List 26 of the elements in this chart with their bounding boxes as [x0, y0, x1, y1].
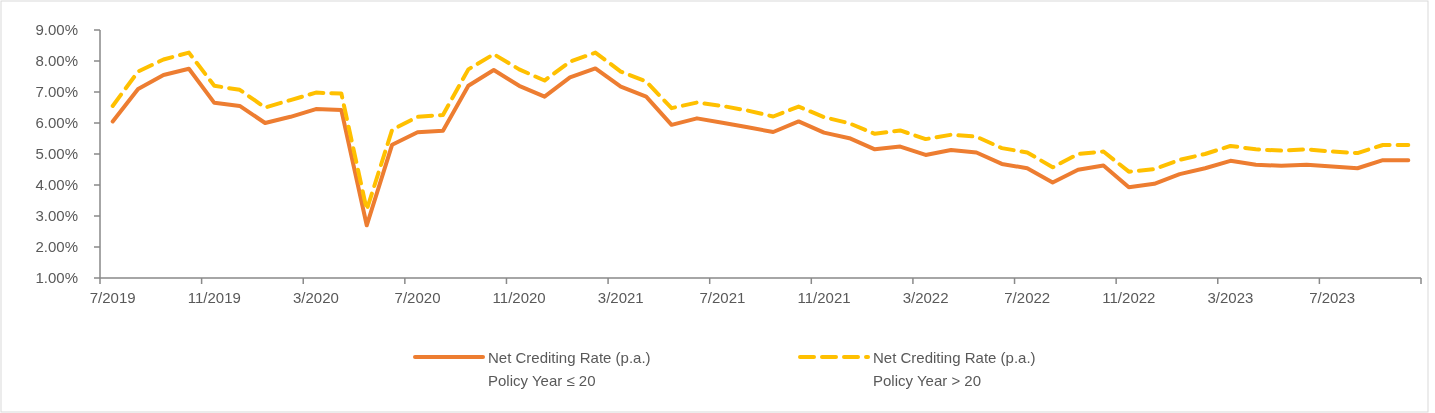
legend-label: Net Crediting Rate (p.a.) Policy Year ≤ 20 [488, 349, 651, 389]
line-series [110, 66, 1411, 228]
x-tick-label: 3/2022 [902, 289, 949, 306]
x-tick-label: 3/2023 [1207, 289, 1254, 306]
x-tick-label: 11/2020 [492, 289, 546, 306]
x-tick-label: 7/2022 [1004, 289, 1051, 306]
x-tick-label: 7/2023 [1309, 289, 1356, 306]
x-tick-label: 3/2020 [292, 289, 339, 306]
line-series [110, 50, 1411, 212]
y-tick-label: 7.00% [35, 83, 78, 101]
y-tick-label: 1.00% [35, 269, 78, 287]
x-tick-label: 11/2019 [187, 289, 241, 306]
x-tick-label: 7/2020 [394, 289, 441, 306]
y-tick-label: 6.00% [35, 114, 78, 132]
x-tick-label: 7/2019 [89, 289, 136, 306]
y-tick-label: 2.00% [35, 238, 78, 256]
x-tick-label: 11/2021 [797, 289, 851, 306]
x-tick-label: 3/2021 [597, 289, 644, 306]
x-tick-label: 11/2022 [1102, 289, 1156, 306]
x-tick-label: 7/2021 [699, 289, 746, 306]
y-tick-label: 8.00% [35, 52, 78, 70]
y-tick-label: 5.00% [35, 145, 78, 163]
y-tick-label: 4.00% [35, 176, 78, 194]
legend-label: Net Crediting Rate (p.a.) Policy Year > 20 [873, 349, 1036, 389]
y-tick-label: 9.00% [35, 21, 78, 39]
y-tick-label: 3.00% [35, 207, 78, 225]
